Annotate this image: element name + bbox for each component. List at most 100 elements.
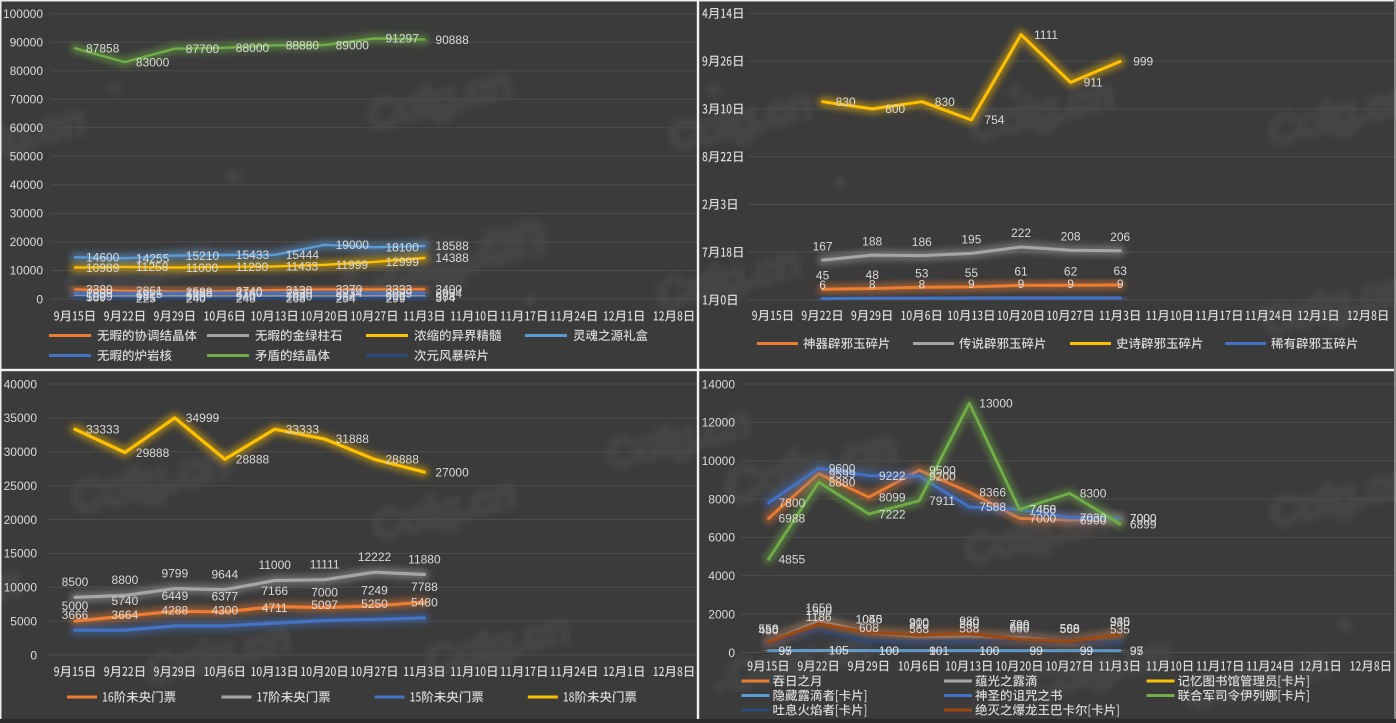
svg-text:33333: 33333 [86, 422, 120, 436]
svg-text:9: 9 [1117, 277, 1124, 291]
svg-text:0: 0 [36, 292, 43, 306]
svg-text:8099: 8099 [879, 490, 906, 504]
svg-text:95: 95 [1130, 644, 1144, 658]
svg-text:45: 45 [816, 269, 830, 283]
svg-text:830: 830 [935, 95, 955, 109]
svg-text:961: 961 [136, 290, 156, 304]
svg-text:800: 800 [885, 102, 905, 116]
svg-text:7788: 7788 [411, 580, 438, 594]
svg-text:11000: 11000 [186, 261, 219, 275]
svg-text:690: 690 [1009, 620, 1029, 634]
svg-text:600: 600 [1009, 621, 1029, 635]
svg-text:7588: 7588 [979, 500, 1006, 514]
svg-text:8: 8 [869, 277, 876, 291]
svg-text:1500: 1500 [805, 604, 832, 618]
svg-text:15444: 15444 [286, 248, 320, 262]
svg-text:40000: 40000 [4, 377, 38, 391]
svg-text:167: 167 [813, 239, 833, 253]
svg-text:10000: 10000 [4, 581, 38, 595]
svg-text:14600: 14600 [86, 251, 120, 265]
svg-text:299: 299 [386, 291, 406, 305]
svg-text:9599: 9599 [829, 467, 856, 481]
svg-text:99: 99 [1030, 644, 1044, 658]
svg-text:0: 0 [728, 646, 735, 660]
svg-text:99: 99 [1080, 644, 1094, 658]
svg-text:254: 254 [336, 292, 356, 306]
svg-text:186: 186 [912, 235, 932, 249]
svg-text:988: 988 [186, 289, 206, 303]
svg-text:2030: 2030 [286, 287, 313, 301]
svg-text:35000: 35000 [4, 411, 38, 425]
svg-text:10989: 10989 [86, 261, 120, 275]
svg-text:97: 97 [779, 644, 793, 658]
svg-text:90000: 90000 [10, 35, 44, 49]
svg-text:7000: 7000 [1130, 512, 1157, 526]
svg-text:8300: 8300 [1080, 487, 1107, 501]
svg-text:6449: 6449 [161, 589, 188, 603]
svg-text:0: 0 [30, 648, 37, 662]
svg-text:8500: 8500 [62, 575, 89, 589]
svg-text:1650: 1650 [805, 601, 832, 615]
svg-text:11880: 11880 [408, 552, 441, 566]
svg-text:3664: 3664 [112, 608, 139, 622]
svg-text:7800: 7800 [779, 496, 806, 510]
svg-text:30000: 30000 [4, 445, 38, 459]
svg-text:53: 53 [915, 267, 929, 281]
svg-text:1030: 1030 [286, 289, 313, 303]
svg-text:589: 589 [86, 291, 106, 305]
svg-text:790: 790 [1009, 618, 1029, 632]
svg-text:934: 934 [336, 290, 356, 304]
svg-text:2861: 2861 [136, 284, 163, 298]
svg-text:15433: 15433 [236, 248, 270, 262]
svg-text:5740: 5740 [112, 594, 139, 608]
svg-text:11111: 11111 [310, 558, 340, 572]
svg-text:9500: 9500 [929, 464, 956, 478]
svg-text:1111: 1111 [1034, 28, 1058, 42]
svg-text:988: 988 [435, 289, 455, 303]
svg-text:840: 840 [959, 617, 979, 631]
svg-text:14255: 14255 [136, 252, 170, 266]
svg-text:2000: 2000 [708, 607, 735, 621]
svg-text:97: 97 [1130, 644, 1144, 658]
svg-text:1186: 1186 [806, 610, 832, 624]
svg-text:5250: 5250 [361, 597, 388, 611]
svg-text:2234: 2234 [336, 286, 363, 300]
svg-text:18100: 18100 [386, 241, 420, 255]
svg-text:3400: 3400 [435, 283, 462, 297]
svg-text:28888: 28888 [386, 453, 420, 467]
svg-text:374: 374 [435, 291, 455, 305]
svg-text:48: 48 [866, 268, 880, 282]
svg-text:29888: 29888 [136, 446, 170, 460]
svg-text:1009: 1009 [86, 289, 113, 303]
svg-text:7222: 7222 [879, 507, 906, 521]
svg-text:911: 911 [1084, 76, 1103, 90]
svg-text:100: 100 [879, 644, 899, 658]
svg-text:11000: 11000 [258, 558, 291, 572]
svg-text:13000: 13000 [979, 396, 1013, 410]
svg-text:206: 206 [1110, 230, 1130, 244]
svg-text:3130: 3130 [286, 283, 313, 297]
svg-text:91297: 91297 [386, 32, 420, 46]
svg-text:19000: 19000 [336, 238, 370, 252]
svg-text:7458: 7458 [1030, 503, 1057, 517]
svg-text:1925: 1925 [136, 287, 163, 301]
svg-text:25000: 25000 [4, 479, 38, 493]
svg-text:550: 550 [758, 622, 778, 636]
svg-text:999: 999 [1133, 55, 1153, 69]
svg-text:100: 100 [979, 644, 999, 658]
svg-text:3370: 3370 [336, 283, 363, 297]
svg-text:8800: 8800 [112, 573, 139, 587]
svg-text:8880: 8880 [829, 476, 856, 490]
svg-text:6899: 6899 [1130, 517, 1157, 531]
svg-text:50000: 50000 [10, 150, 44, 164]
svg-text:6000: 6000 [708, 531, 735, 545]
svg-text:89000: 89000 [336, 38, 370, 52]
svg-text:901: 901 [929, 644, 949, 658]
svg-text:11433: 11433 [286, 260, 319, 274]
svg-text:7030: 7030 [1080, 511, 1107, 525]
svg-text:100: 100 [879, 644, 899, 658]
svg-text:225: 225 [136, 292, 156, 306]
svg-text:20000: 20000 [10, 235, 44, 249]
svg-text:2140: 2140 [236, 286, 263, 300]
svg-text:560: 560 [1060, 622, 1080, 636]
